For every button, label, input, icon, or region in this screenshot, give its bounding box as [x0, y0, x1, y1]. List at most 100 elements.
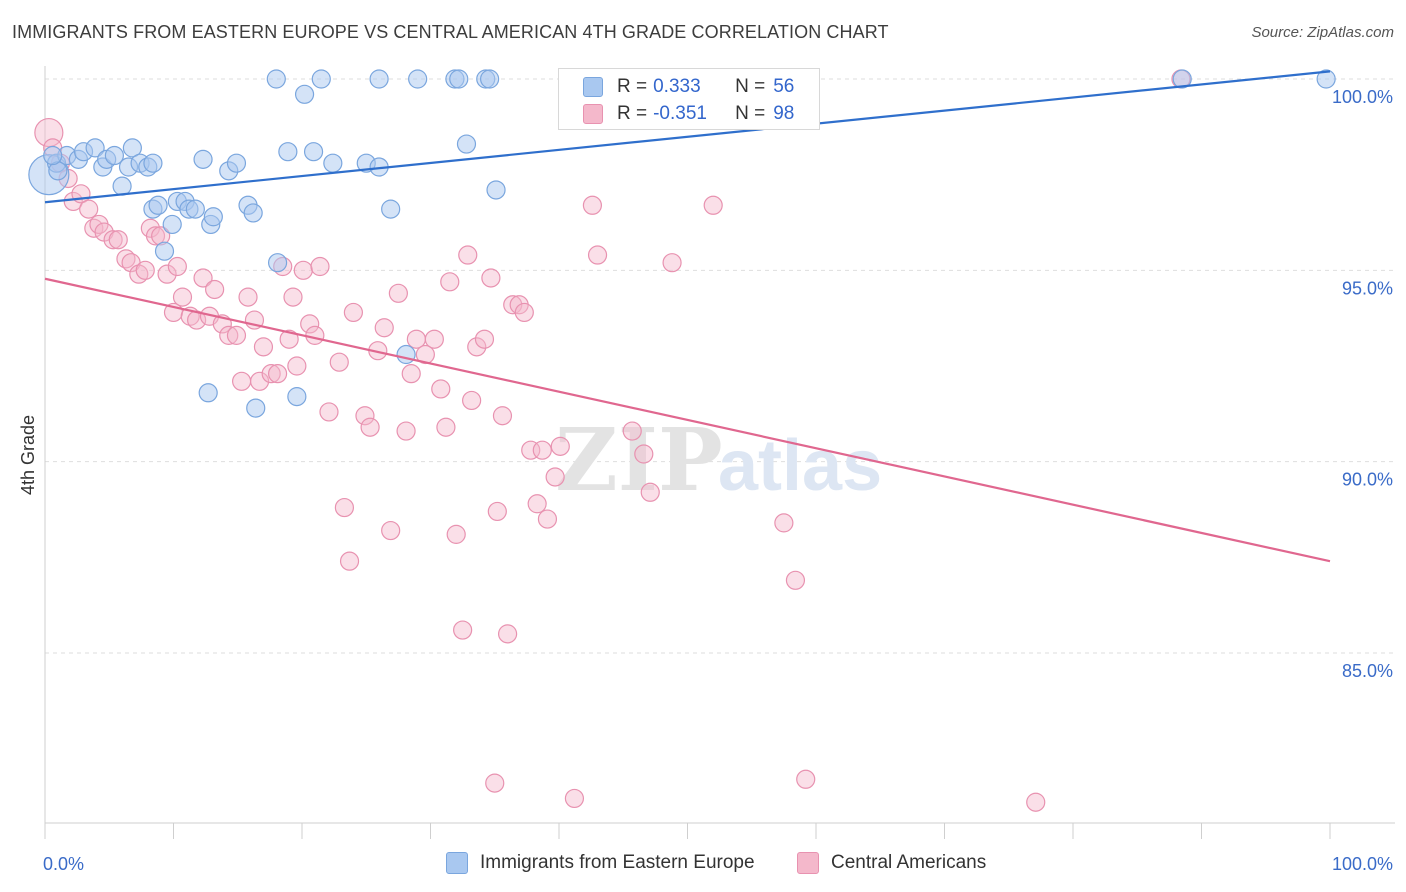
data-point-central-americans: [662, 253, 682, 273]
r-label: R =: [617, 76, 648, 97]
data-point-eastern-europe: [112, 176, 132, 196]
data-point-central-americans: [774, 513, 794, 533]
data-point-central-americans: [63, 191, 83, 212]
legend-item-eastern-europe[interactable]: Immigrants from Eastern Europe: [446, 852, 755, 874]
data-point-central-americans: [238, 287, 258, 307]
data-point-central-americans: [232, 371, 252, 391]
n-value: 98: [773, 103, 795, 124]
data-point-central-americans: [492, 406, 513, 426]
data-point-central-americans: [319, 402, 339, 422]
data-point-central-americans: [424, 329, 444, 349]
correlation-legend: R = 0.333 N = 56 R = -0.351 N = 98: [558, 68, 820, 130]
data-point-eastern-europe: [143, 153, 163, 173]
legend-row-central-americans: R = -0.351 N = 98: [583, 102, 794, 126]
data-point-eastern-europe: [43, 145, 63, 166]
data-point-central-americans: [481, 268, 501, 288]
data-point-eastern-europe: [226, 153, 247, 173]
data-point-central-americans: [634, 444, 654, 464]
data-point-central-americans: [537, 509, 558, 529]
data-point-central-americans: [329, 352, 349, 372]
data-point-central-americans: [545, 467, 565, 487]
data-point-central-americans: [703, 195, 723, 215]
data-point-central-americans: [261, 364, 281, 384]
watermark-atlas: atlas: [718, 426, 882, 506]
data-point-eastern-europe: [193, 149, 213, 169]
data-point-central-americans: [360, 417, 380, 437]
data-point-central-americans: [532, 440, 552, 460]
data-point-eastern-europe: [85, 138, 105, 158]
data-point-eastern-europe: [267, 253, 288, 273]
data-point-eastern-europe: [287, 387, 307, 407]
n-label: N =: [735, 103, 766, 124]
x-tick-label: 100.0%: [1332, 854, 1393, 874]
trend-line-eastern-europe: [44, 70, 1331, 204]
data-point-central-americans: [467, 337, 487, 357]
data-point-eastern-europe: [449, 69, 469, 89]
legend-item-label: Central Americans: [831, 852, 987, 873]
data-point-central-americans: [462, 390, 482, 411]
data-point-central-americans: [279, 329, 299, 349]
data-point-central-americans: [498, 624, 518, 644]
data-point-central-americans: [521, 440, 541, 460]
data-point-central-americans: [253, 337, 274, 357]
data-point-central-americans: [226, 325, 247, 345]
data-point-central-americans: [485, 773, 505, 793]
data-point-eastern-europe: [266, 69, 286, 89]
data-point-central-americans: [796, 769, 816, 789]
data-point-eastern-europe: [486, 180, 506, 200]
data-point-central-americans: [564, 788, 585, 809]
data-point-eastern-europe: [1172, 69, 1192, 89]
data-point-central-americans: [587, 245, 608, 265]
data-point-central-americans: [193, 268, 213, 288]
data-point-central-americans: [283, 287, 303, 307]
r-value: -0.351: [653, 103, 707, 124]
data-point-central-americans: [514, 302, 534, 323]
data-point-central-americans: [249, 371, 270, 391]
data-point-central-americans: [453, 620, 473, 640]
data-point-eastern-europe: [154, 241, 175, 261]
data-point-central-americans: [1026, 792, 1046, 812]
data-point-eastern-europe: [278, 142, 298, 162]
data-point-eastern-europe: [408, 69, 428, 89]
data-point-central-americans: [334, 497, 355, 518]
y-tick-label: 90.0%: [1342, 470, 1393, 490]
data-point-central-americans: [388, 283, 408, 303]
data-point-eastern-europe: [1316, 69, 1336, 89]
data-point-eastern-europe: [203, 207, 223, 227]
data-point-eastern-europe: [303, 142, 324, 162]
data-point-eastern-europe: [122, 138, 142, 158]
data-point-central-americans: [396, 421, 416, 441]
data-point-central-americans: [219, 325, 239, 345]
data-point-eastern-europe: [381, 199, 401, 219]
data-point-central-americans: [374, 318, 394, 338]
data-point-central-americans: [157, 264, 177, 284]
legend-item-central-americans[interactable]: Central Americans: [797, 852, 986, 874]
grid-lines: [45, 78, 1395, 654]
data-point-eastern-europe: [369, 69, 389, 89]
data-point-central-americans: [415, 344, 435, 365]
data-point-central-americans: [108, 230, 128, 250]
blue-swatch: [583, 77, 603, 97]
data-point-central-americans: [145, 226, 166, 246]
r-value: 0.333: [653, 76, 701, 97]
r-label: R =: [617, 103, 648, 124]
y-tick-label: 100.0%: [1332, 87, 1393, 107]
n-value: 56: [773, 76, 795, 97]
legend-item-label: Immigrants from Eastern Europe: [480, 852, 755, 873]
data-point-central-americans: [440, 272, 460, 292]
data-point-eastern-europe: [323, 153, 343, 173]
y-axis-label: 4th Grade: [18, 415, 38, 495]
data-point-central-americans: [622, 421, 642, 441]
data-point-central-americans: [205, 279, 225, 300]
data-point-eastern-europe: [396, 344, 416, 365]
n-label: N =: [735, 76, 766, 97]
y-tick-label: 95.0%: [1342, 278, 1393, 298]
trend-line-central-americans: [44, 277, 1331, 563]
data-point-eastern-europe: [148, 195, 168, 215]
data-point-central-americans: [381, 520, 401, 541]
data-point-central-americans: [305, 325, 325, 345]
data-point-central-americans: [310, 256, 330, 277]
trend-lines: [44, 70, 1331, 563]
